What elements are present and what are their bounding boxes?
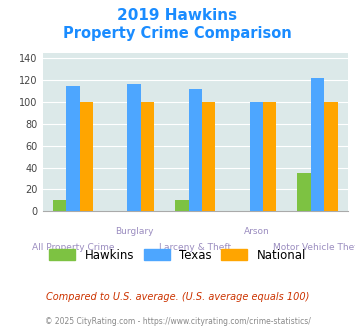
Text: © 2025 CityRating.com - https://www.cityrating.com/crime-statistics/: © 2025 CityRating.com - https://www.city… — [45, 317, 310, 326]
Text: All Property Crime: All Property Crime — [32, 243, 114, 252]
Bar — [324, 102, 338, 211]
Text: Property Crime Comparison: Property Crime Comparison — [63, 26, 292, 41]
Bar — [263, 102, 277, 211]
Bar — [141, 102, 154, 211]
Text: Arson: Arson — [244, 227, 269, 236]
Bar — [80, 102, 93, 211]
Bar — [250, 102, 263, 211]
Bar — [297, 173, 311, 211]
Legend: Hawkins, Texas, National: Hawkins, Texas, National — [44, 244, 311, 266]
Text: Motor Vehicle Theft: Motor Vehicle Theft — [273, 243, 355, 252]
Bar — [189, 89, 202, 211]
Text: Larceny & Theft: Larceny & Theft — [159, 243, 231, 252]
Bar — [175, 200, 189, 211]
Text: 2019 Hawkins: 2019 Hawkins — [118, 8, 237, 23]
Text: Burglary: Burglary — [115, 227, 153, 236]
Bar — [311, 78, 324, 211]
Bar — [53, 200, 66, 211]
Bar — [66, 85, 80, 211]
Bar — [127, 84, 141, 211]
Text: Compared to U.S. average. (U.S. average equals 100): Compared to U.S. average. (U.S. average … — [46, 292, 309, 302]
Bar — [202, 102, 215, 211]
